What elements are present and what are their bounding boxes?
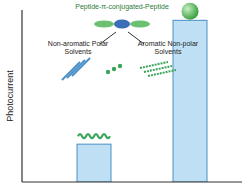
assembly-icon — [148, 70, 176, 76]
annotation-line: Aromatic Non-polar — [138, 40, 199, 48]
annotation-line: Solvents — [65, 48, 92, 55]
bar — [77, 144, 111, 182]
annotation-line: Non-aromatic Polar — [48, 40, 109, 47]
assembly-icon — [140, 62, 168, 68]
annotation: Aromatic Non-polarSolvents — [138, 40, 199, 55]
chart-root: Photocurrent Peptide-π-conjugated-Peptide… — [0, 0, 251, 189]
assembly-icon — [72, 58, 90, 76]
assembly-icon — [144, 66, 172, 72]
pi-core-icon — [114, 20, 130, 29]
peptide-icon — [94, 21, 114, 28]
annotation: Non-aromatic PolarSolvents — [48, 40, 109, 55]
peptide-icon — [130, 21, 150, 28]
annotation-line: Solvents — [155, 48, 182, 55]
assembly-icon — [118, 64, 122, 68]
sphere-icon — [182, 3, 199, 20]
x-axis — [22, 181, 242, 182]
assembly-icon — [67, 60, 85, 78]
y-axis-label: Photocurrent — [5, 70, 15, 122]
y-axis — [21, 10, 22, 182]
assembly-icon — [106, 70, 110, 74]
fiber-icon — [78, 134, 110, 138]
annotation: Peptide-π-conjugated-Peptide — [75, 3, 169, 11]
assembly-icon — [112, 67, 116, 71]
